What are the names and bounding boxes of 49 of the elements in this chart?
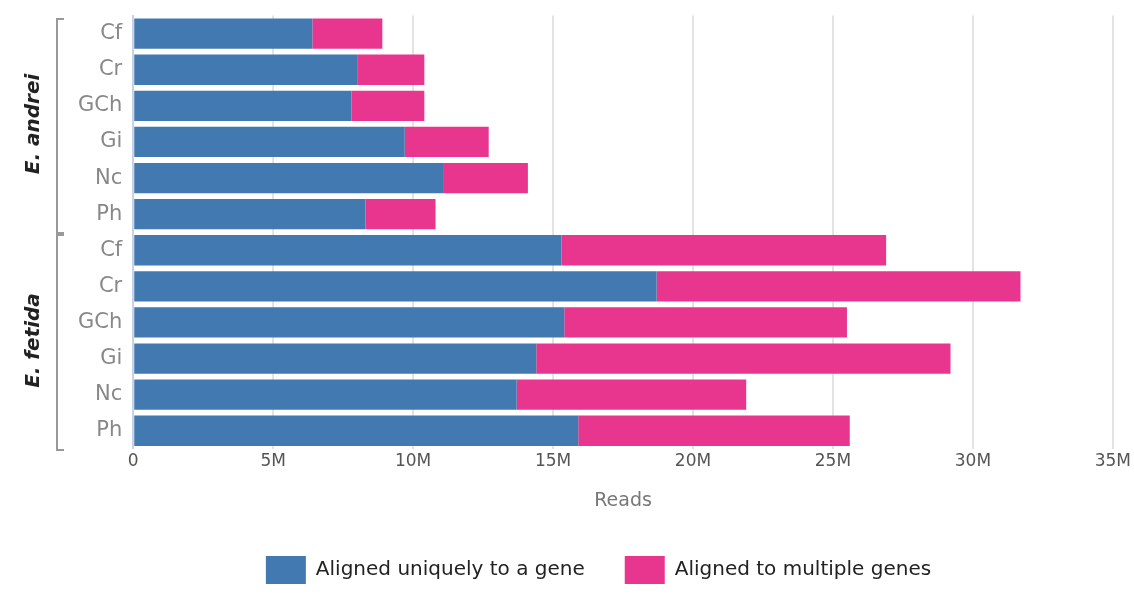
x-tick-label: 15M [534,450,572,471]
bar [656,271,1021,302]
bar [134,235,562,266]
bar [134,415,579,446]
x-tick-label: 20M [674,450,712,471]
y-tick-label: Gi [100,128,123,153]
bar [404,126,489,158]
legend-label: Aligned uniquely to a gene [315,556,585,581]
x-tick-label: 25M [814,450,852,471]
y-tick-label: Nc [94,381,123,406]
x-tick-label: 5M [260,450,286,471]
bar [561,235,887,266]
bar [134,90,352,122]
y-tick-label: Nc [94,164,123,189]
legend-label: Aligned to multiple genes [674,556,932,581]
x-axis-title: Reads [594,487,652,510]
x-tick-label: 35M [1094,450,1132,471]
bar [134,271,657,302]
y-tick-label: Ph [96,200,123,225]
bar [516,379,747,410]
bar [578,415,850,446]
x-tick-label: 10M [394,450,432,471]
y-tick-label: Cr [98,56,123,81]
bar [134,307,565,338]
text: E. fetida [20,293,45,388]
y-tick-label: Gi [100,345,123,369]
x-tick-label: 0 [127,450,139,471]
bar [443,162,528,194]
y-tick-label: Ph [96,417,123,442]
bar [312,18,383,49]
bar [134,126,405,158]
bar [536,343,951,374]
text: E. andrei [20,72,45,175]
y-tick-label: Cf [100,20,123,45]
bar [134,54,358,85]
bar [351,90,425,122]
x-tick-label: 30M [954,450,992,471]
bar [365,198,436,230]
bar [357,54,425,85]
bar [564,307,847,338]
bar [134,198,366,230]
y-tick-label: GCh [78,308,123,333]
y-tick-label: GCh [78,92,123,117]
bar [134,162,444,194]
y-tick-label: Cr [98,272,123,297]
bar [134,379,517,410]
bar [134,343,537,374]
y-tick-label: Cf [100,236,123,261]
bar [134,18,313,49]
